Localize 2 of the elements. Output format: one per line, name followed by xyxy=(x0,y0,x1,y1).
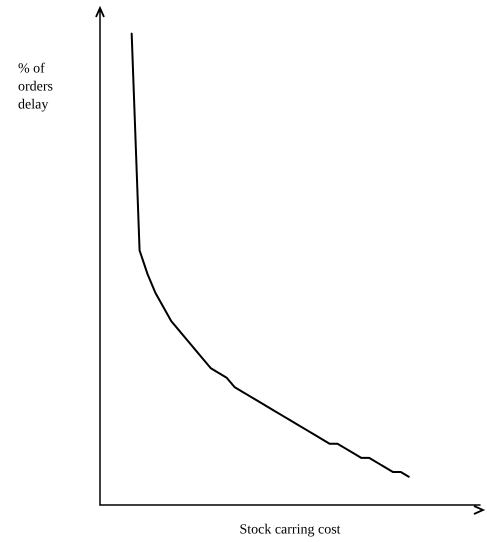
y-axis-title: % of orders delay xyxy=(18,62,53,112)
x-axis-title: Stock carring cost xyxy=(239,522,341,538)
